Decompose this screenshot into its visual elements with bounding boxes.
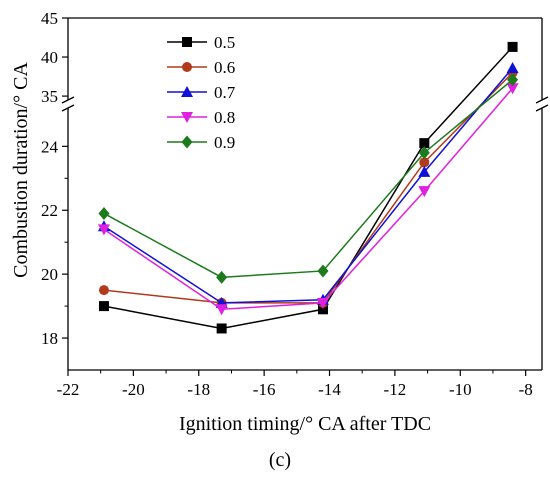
x-tick-label: -20 <box>122 380 145 399</box>
legend-label: 0.8 <box>214 108 235 127</box>
x-tick-label: -22 <box>57 380 80 399</box>
series-layer <box>97 41 519 334</box>
axis-break-mark <box>61 104 75 112</box>
y-tick-label: 35 <box>41 87 58 106</box>
x-tick-label: -12 <box>384 380 407 399</box>
data-point <box>317 304 328 315</box>
legend-label: 0.7 <box>214 83 236 102</box>
series-0-7 <box>97 61 519 308</box>
series-0-9 <box>98 73 519 284</box>
figure-caption: (c) <box>269 449 291 471</box>
legend-marker <box>181 135 193 149</box>
legend-label: 0.5 <box>214 33 235 52</box>
data-point <box>97 224 110 236</box>
data-point <box>418 165 431 177</box>
data-point <box>316 297 329 309</box>
data-point <box>507 41 518 52</box>
data-point <box>215 304 228 316</box>
series-line <box>103 72 514 304</box>
series-line <box>103 87 514 311</box>
data-point <box>419 138 430 149</box>
data-point <box>506 83 519 95</box>
x-tick-label: -10 <box>449 380 472 399</box>
axis-break-mark <box>535 96 549 104</box>
series-line <box>103 79 514 279</box>
y-tick-label: 18 <box>41 329 58 348</box>
legend-entry: 0.5 <box>167 33 235 52</box>
legend-marker <box>181 86 193 97</box>
data-point <box>418 186 431 198</box>
data-point <box>98 206 110 220</box>
data-point <box>317 264 329 278</box>
y-tick-label: 24 <box>41 137 59 156</box>
x-axis-title: Ignition timing/° CA after TDC <box>179 413 431 435</box>
data-point <box>506 61 519 73</box>
data-point <box>418 146 430 160</box>
data-point <box>216 323 227 334</box>
x-tick-label: -8 <box>519 380 533 399</box>
legend-entry: 0.8 <box>167 108 235 127</box>
legend-entry: 0.9 <box>167 133 235 152</box>
legend-entry: 0.6 <box>167 58 235 77</box>
series-0-8 <box>97 83 519 316</box>
axis-break-mark <box>61 96 75 104</box>
y-tick-label: 22 <box>41 201 58 220</box>
series-line <box>103 67 514 304</box>
legend: 0.5 0.6 0.7 0.8 0.9 <box>167 33 236 152</box>
x-tick-label: -16 <box>253 380 276 399</box>
x-tick-label: -18 <box>187 380 210 399</box>
data-point <box>507 73 519 87</box>
legend-entry: 0.7 <box>167 83 236 102</box>
axis-break-mark <box>535 104 549 112</box>
legend-marker <box>182 37 192 47</box>
y-tick-label: 20 <box>41 265 58 284</box>
series-line <box>103 46 514 330</box>
y-axis-title: Combustion duration/° CA <box>10 62 32 278</box>
y-tick-label: 40 <box>41 48 58 67</box>
series-0-5 <box>98 41 518 334</box>
legend-label: 0.9 <box>214 133 235 152</box>
data-point <box>419 157 430 168</box>
y-tick-label: 45 <box>41 9 58 28</box>
legend-marker <box>181 112 193 123</box>
legend-marker <box>182 62 192 72</box>
x-tick-label: -14 <box>318 380 341 399</box>
data-point <box>98 301 109 312</box>
data-point <box>98 285 109 296</box>
data-point <box>216 270 228 284</box>
legend-label: 0.6 <box>214 58 235 77</box>
axes: -22 -20 -18 -16 -14 -12 -10 -8 18 20 22 24 35 40 45 <box>41 9 549 399</box>
